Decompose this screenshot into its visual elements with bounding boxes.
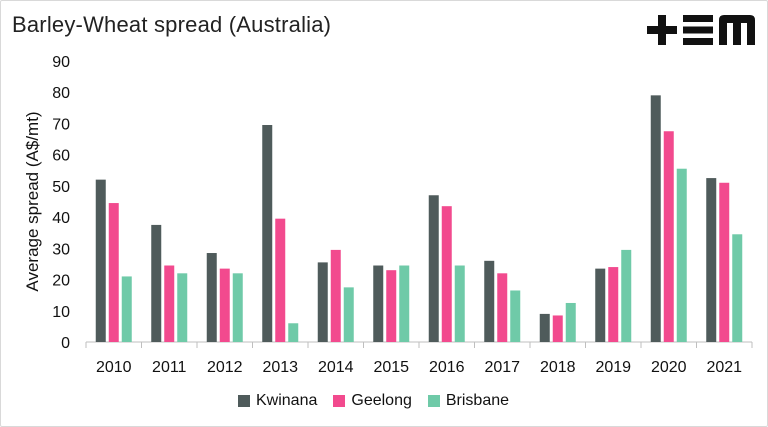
bar-kwinana-2017 xyxy=(484,260,495,342)
bar-brisbane-2010 xyxy=(121,276,132,342)
x-tick-label: 2012 xyxy=(207,359,243,376)
x-tick-label: 2020 xyxy=(651,359,687,376)
bar-brisbane-2021 xyxy=(732,234,743,342)
bar-kwinana-2012 xyxy=(206,253,217,342)
bar-kwinana-2011 xyxy=(151,224,162,342)
bar-brisbane-2014 xyxy=(343,287,354,342)
x-tick-label: 2018 xyxy=(540,359,576,376)
bar-geelong-2012 xyxy=(219,268,230,342)
bar-kwinana-2015 xyxy=(373,265,384,342)
bar-brisbane-2015 xyxy=(399,265,410,342)
bar-geelong-2010 xyxy=(108,203,119,342)
y-tick-label: 70 xyxy=(52,116,70,133)
x-tick-label: 2011 xyxy=(152,359,187,376)
y-tick-label: 0 xyxy=(61,335,70,352)
x-tick-label: 2015 xyxy=(373,359,409,376)
x-tick-label: 2021 xyxy=(706,359,742,376)
bar-brisbane-2012 xyxy=(232,273,243,342)
chart-legend: Kwinana Geelong Brisbane xyxy=(238,392,509,410)
legend-label: Kwinana xyxy=(256,392,318,409)
bar-kwinana-2010 xyxy=(95,179,106,342)
bar-kwinana-2020 xyxy=(650,95,661,342)
x-tick-label: 2017 xyxy=(484,359,520,376)
bar-brisbane-2011 xyxy=(177,273,188,342)
bar-geelong-2015 xyxy=(386,270,397,342)
bar-kwinana-2019 xyxy=(595,268,606,342)
bar-kwinana-2021 xyxy=(706,178,717,342)
bar-brisbane-2018 xyxy=(565,302,576,342)
bar-geelong-2018 xyxy=(552,315,563,342)
bar-geelong-2019 xyxy=(608,267,619,342)
bar-geelong-2013 xyxy=(275,218,286,342)
legend-swatch xyxy=(333,395,346,407)
legend-label: Geelong xyxy=(351,392,412,409)
bar-geelong-2017 xyxy=(497,273,508,342)
legend-swatch xyxy=(427,395,440,407)
x-tick-label: 2014 xyxy=(318,359,354,376)
bar-kwinana-2018 xyxy=(539,313,550,342)
bar-geelong-2014 xyxy=(330,249,341,342)
bar-brisbane-2019 xyxy=(621,249,632,342)
y-tick-label: 20 xyxy=(52,273,70,290)
bar-geelong-2016 xyxy=(441,206,452,342)
bar-geelong-2021 xyxy=(719,182,730,342)
y-tick-label: 50 xyxy=(52,179,70,196)
y-tick-label: 80 xyxy=(52,85,70,102)
bar-brisbane-2016 xyxy=(454,265,465,342)
x-tick-label: 2019 xyxy=(595,359,631,376)
bar-kwinana-2014 xyxy=(317,262,328,342)
chart-title: Barley-Wheat spread (Australia) xyxy=(12,12,332,37)
bar-kwinana-2013 xyxy=(262,125,273,342)
legend-item-brisbane: Brisbane xyxy=(427,392,510,410)
y-tick-label: 10 xyxy=(52,304,70,321)
tem-logo-icon xyxy=(647,15,755,45)
bar-brisbane-2017 xyxy=(510,290,521,342)
x-tick-label: 2016 xyxy=(429,359,465,376)
x-tick-label: 2010 xyxy=(96,359,132,376)
y-tick-label: 40 xyxy=(52,210,70,227)
bar-chart: Average spread (A$/mt) 0 10 20 30 40 50 60 70 80… xyxy=(23,54,753,376)
bar-brisbane-2013 xyxy=(288,323,299,342)
y-tick-label: 30 xyxy=(52,241,70,258)
legend-item-kwinana: Kwinana xyxy=(238,392,317,410)
legend-label: Brisbane xyxy=(445,392,510,409)
bar-geelong-2020 xyxy=(663,131,674,342)
bar-brisbane-2020 xyxy=(676,168,687,342)
y-axis-label: Average spread (A$/mt) xyxy=(23,111,42,291)
bar-geelong-2011 xyxy=(164,265,175,342)
y-tick-label: 90 xyxy=(52,54,70,71)
legend-item-geelong: Geelong xyxy=(333,392,412,410)
x-tick-label: 2013 xyxy=(262,359,298,376)
y-tick-label: 60 xyxy=(52,148,70,165)
legend-swatch xyxy=(238,395,250,407)
bar-kwinana-2016 xyxy=(428,195,439,342)
